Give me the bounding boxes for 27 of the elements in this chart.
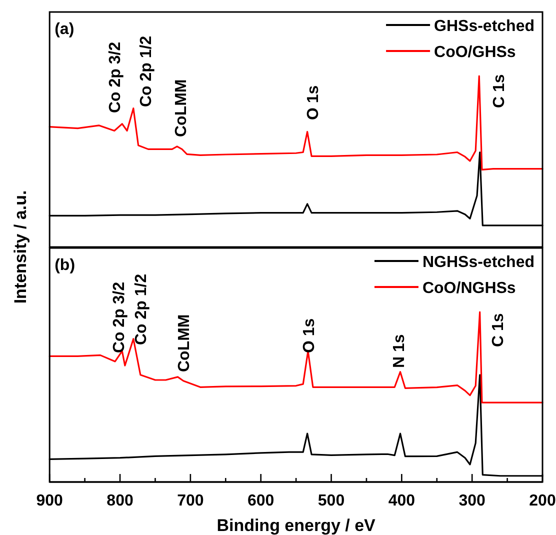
annotation: Co 2p 3/2: [107, 42, 124, 113]
annotation: Co 2p 3/2: [111, 282, 128, 353]
x-tick-label: 200: [529, 492, 556, 510]
legend-label: CoO/GHSs: [434, 44, 516, 61]
annotation: N 1s: [391, 334, 408, 368]
annotation: Co 2p 1/2: [133, 274, 150, 345]
annotation: C 1s: [491, 74, 508, 108]
legend-label: NGHSs-etched: [422, 254, 534, 271]
annotation: O 1s: [305, 85, 322, 120]
text: (b): [54, 257, 76, 274]
x-axis-title: Binding energy / eV: [216, 516, 376, 535]
annotation: O 1s: [301, 318, 318, 353]
x-tick-label: 400: [388, 492, 416, 510]
annotation: C 1s: [490, 313, 507, 347]
x-tick-label: 500: [318, 492, 345, 510]
legend-label: CoO/NGHSs: [422, 280, 516, 297]
legend-label: GHSs-etched: [434, 18, 534, 35]
y-axis-title: Intensity / a.u.: [11, 190, 30, 304]
annotation: CoLMM: [176, 314, 193, 372]
x-tick-label: 900: [36, 492, 64, 510]
x-tick-label: 600: [247, 492, 274, 510]
x-tick-label: 300: [458, 492, 486, 510]
x-tick-label: 800: [106, 492, 134, 510]
text: (a): [54, 21, 74, 38]
annotation: CoLMM: [173, 79, 190, 137]
x-tick-label: 700: [177, 492, 204, 510]
annotation: Co 2p 1/2: [138, 36, 155, 107]
